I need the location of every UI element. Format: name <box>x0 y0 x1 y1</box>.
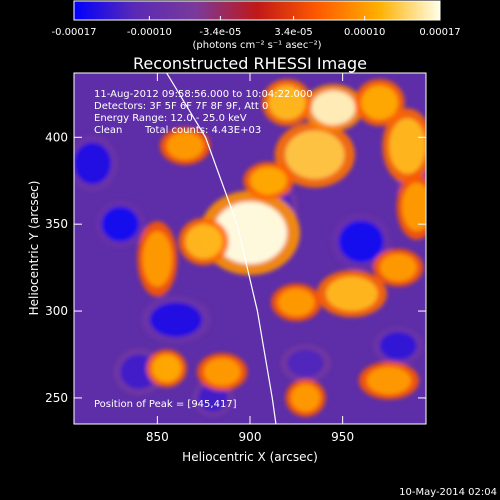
colorbar-tick-label: -0.00017 <box>52 27 97 38</box>
colorbar-tick-label: 0.00010 <box>344 27 385 38</box>
heatmap-coldspot <box>149 302 202 338</box>
heatmap-hotspot <box>203 357 241 386</box>
heatmap-coldspot <box>379 331 417 360</box>
annotation-energy-range: Energy Range: 12.0 - 25.0 keV <box>94 113 247 124</box>
colorbar-tick-label: -3.4e-05 <box>199 27 241 38</box>
heatmap-hotspot <box>249 166 288 195</box>
heatmap-coldspot <box>74 142 112 185</box>
y-tick-label: 300 <box>45 304 68 318</box>
heatmap-hotspot <box>212 201 288 265</box>
heatmap-hotspot <box>366 366 412 395</box>
heatmap-area <box>74 73 426 424</box>
heatmap-hotspot <box>142 231 173 287</box>
x-tick-label: 850 <box>146 430 169 444</box>
heatmap-blobs <box>74 79 426 417</box>
heatmap-hotspot <box>379 253 417 282</box>
heatmap-hotspot <box>388 118 426 174</box>
y-axis-label: Heliocentric Y (arcsec) <box>27 181 41 316</box>
colorbar-tick-label: 0.00017 <box>419 27 460 38</box>
y-tick-label: 350 <box>45 217 68 231</box>
heatmap-hotspot <box>185 224 223 259</box>
heatmap-coldspot <box>287 349 325 378</box>
colorbar-tick-label: -0.00010 <box>127 27 172 38</box>
heatmap-hotspot <box>166 132 204 160</box>
heatmap-hotspot <box>401 182 426 232</box>
colorbar-ticks: -0.00017 -0.00010 -3.4e-05 3.4e-05 0.00010 0.… <box>52 16 461 38</box>
y-tick-label: 400 <box>45 130 68 144</box>
heatmap-hotspot <box>361 85 399 120</box>
heatmap-hotspot <box>268 85 306 120</box>
heatmap-hotspot <box>285 130 345 179</box>
x-tick-label: 900 <box>239 430 262 444</box>
annotation-method: Clean <box>94 125 122 136</box>
heatmap-hotspot <box>325 276 378 312</box>
axis-ticks: 850 900 950 250 300 350 400 <box>45 73 426 444</box>
y-tick-label: 250 <box>45 391 68 405</box>
heatmap-coldspot <box>338 220 384 263</box>
heatmap-hotspot <box>290 384 321 412</box>
footer-date: 10-May-2014 02:04 <box>399 487 497 498</box>
x-tick-label: 950 <box>331 430 354 444</box>
annotation-time-range: 11-Aug-2012 09:58:56.000 to 10:04:22.000 <box>94 89 313 100</box>
heatmap-hotspot <box>151 354 182 383</box>
heatmap-coldspot <box>101 206 139 242</box>
annotation-peak-position: Position of Peak = [945,417] <box>94 399 237 410</box>
colorbar-tick-label: 3.4e-05 <box>274 27 312 38</box>
heatmap-hotspot <box>311 90 356 126</box>
solar-limb-curve <box>166 73 277 424</box>
colorbar <box>73 0 441 21</box>
annotation-total-counts: Total counts: 4.43E+03 <box>144 125 261 136</box>
chart-title: Reconstructed RHESSI Image <box>133 54 367 73</box>
heatmap-coldspot <box>198 384 228 412</box>
x-axis-label: Heliocentric X (arcsec) <box>182 450 318 464</box>
heatmap-hotspot <box>277 288 315 317</box>
colorbar-unit-label: (photons cm⁻² s⁻¹ asec⁻²) <box>192 40 321 51</box>
annotation-detectors: Detectors: 3F 5F 6F 7F 8F 9F, Att 0 <box>94 101 268 112</box>
